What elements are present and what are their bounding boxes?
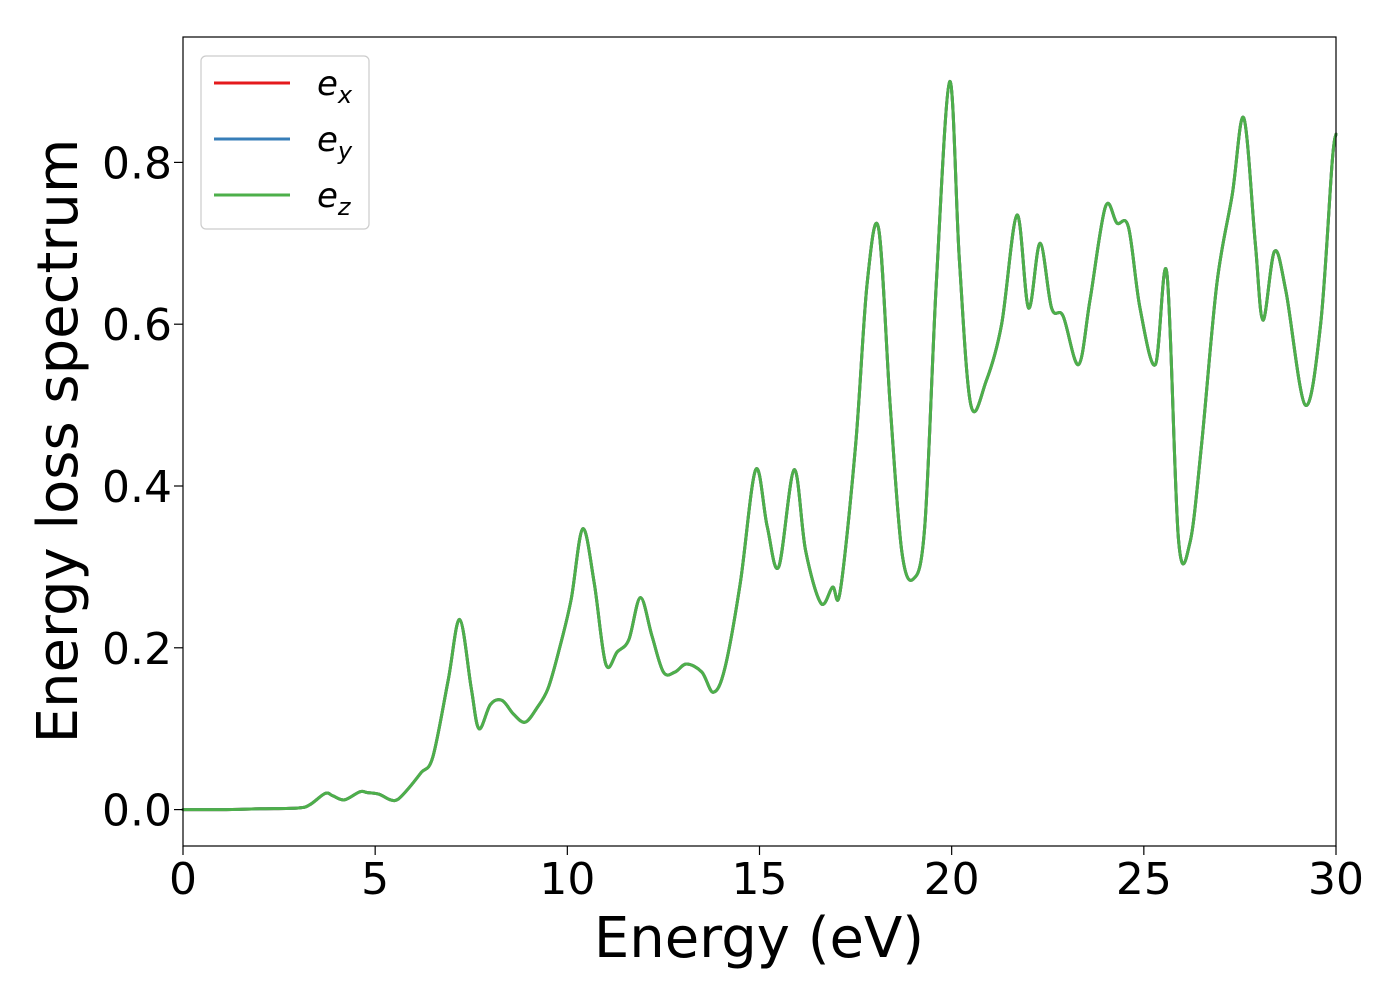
x-tick-label: 10 <box>539 854 595 905</box>
y-tick-label: 0.4 <box>102 462 172 513</box>
y-tick-label: 0.2 <box>102 624 172 675</box>
series-line-ez <box>181 79 1338 812</box>
legend-label-y: ey <box>317 120 353 165</box>
y-tick-label: 0.8 <box>102 138 172 189</box>
legend-label-x: ex <box>317 64 353 109</box>
y-axis-ticks: 0.0 0.2 0.4 0.6 0.8 <box>102 138 183 837</box>
x-tick-label: 25 <box>1116 854 1172 905</box>
x-axis-title: Energy (eV) <box>594 906 924 971</box>
y-tick-label: 0.0 <box>102 786 172 837</box>
legend-box <box>200 55 370 230</box>
x-axis-ticks: 0 5 10 15 20 25 30 <box>169 846 1364 905</box>
x-tick-label: 0 <box>169 854 197 905</box>
x-tick-label: 5 <box>361 854 389 905</box>
x-tick-label: 20 <box>924 854 980 905</box>
series-layer <box>181 79 1338 812</box>
x-tick-label: 30 <box>1308 854 1364 905</box>
x-tick-label: 15 <box>732 854 788 905</box>
y-tick-label: 0.6 <box>102 300 172 351</box>
legend: ex ey ez <box>200 55 370 230</box>
y-axis-title: Energy loss spectrum <box>26 139 91 744</box>
legend-label-z: ez <box>317 176 352 221</box>
